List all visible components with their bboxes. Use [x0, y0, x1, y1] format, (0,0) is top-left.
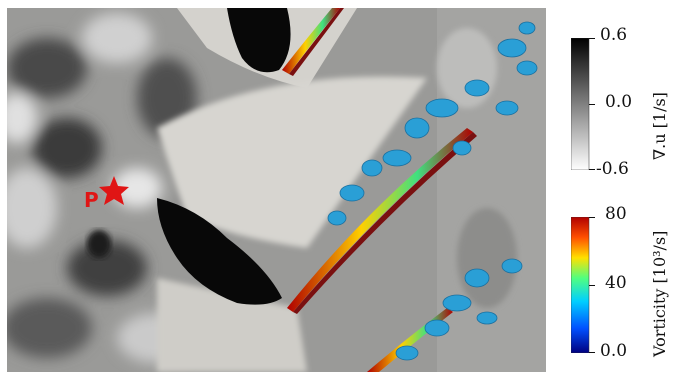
probe-label: P [84, 188, 99, 212]
divergence-max-label: 0.6 [600, 25, 628, 45]
vorticity-colorbar [571, 217, 590, 353]
vorticity-max-label: 80 [605, 204, 627, 224]
flow-visualization [7, 8, 546, 372]
divergence-mid-label: 0.0 [605, 92, 633, 112]
lower-dark-lobe [157, 198, 282, 305]
divergence-min-label: -0.6 [596, 159, 629, 179]
vorticity-min-label: 0.0 [600, 341, 628, 361]
divergence-colorbar [571, 38, 590, 170]
upper-blade [282, 8, 344, 76]
middle-shock-region [157, 76, 427, 248]
vorticity-title: Vorticity [10³/s] [650, 230, 669, 357]
star-icon [99, 176, 129, 205]
lower-shock-region [157, 278, 307, 372]
divergence-title: ∇.u [1/s] [650, 92, 669, 160]
dark-spot [87, 230, 111, 258]
upper-dark-lobe [227, 8, 291, 73]
vorticity-mid-label: 40 [605, 273, 627, 293]
vortex-structures [327, 21, 538, 361]
